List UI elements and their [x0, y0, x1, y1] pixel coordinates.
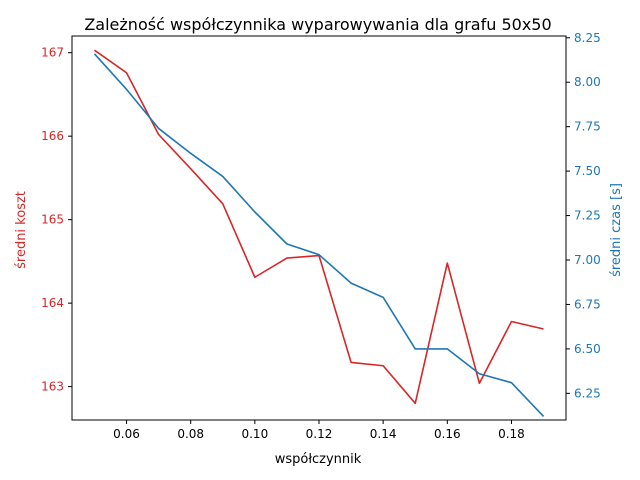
right-tick-label: 8.25 — [574, 31, 601, 45]
left-tick-label: 164 — [41, 296, 64, 310]
series-layer — [93, 49, 545, 417]
right-y-axis-label: średni czas [s] — [609, 183, 624, 277]
x-tick-label: 0.18 — [498, 427, 525, 441]
right-tick-label: 7.00 — [574, 253, 601, 267]
right-tick-label: 6.25 — [574, 386, 601, 400]
x-tick-label: 0.10 — [241, 427, 268, 441]
cost-series-line — [93, 49, 544, 405]
left-y-axis-label: średni koszt — [14, 191, 29, 269]
x-tick-label: 0.06 — [113, 427, 140, 441]
x-tick-label: 0.12 — [306, 427, 333, 441]
x-tick-label: 0.08 — [177, 427, 204, 441]
right-tick-label: 6.50 — [574, 342, 601, 356]
chart-title: Zależność współczynnika wyparowywania dl… — [84, 15, 551, 34]
right-tick-label: 7.50 — [574, 164, 601, 178]
x-axis: 0.06 0.08 0.10 0.12 0.14 0.16 0.18 — [113, 420, 525, 441]
right-y-axis: 6.25 6.50 6.75 7.00 7.25 7.50 7.75 8.00 8.25 — [566, 31, 601, 400]
left-tick-label: 163 — [41, 380, 64, 394]
plot-area — [71, 35, 567, 421]
x-tick-label: 0.16 — [434, 427, 461, 441]
x-tick-label: 0.14 — [370, 427, 397, 441]
left-tick-label: 166 — [41, 129, 64, 143]
left-tick-label: 167 — [41, 46, 64, 60]
right-tick-label: 7.25 — [574, 209, 601, 223]
time-series-line — [93, 53, 545, 417]
right-tick-label: 6.75 — [574, 297, 601, 311]
right-tick-label: 7.75 — [574, 120, 601, 134]
left-y-axis: 163 164 165 166 167 — [41, 46, 72, 394]
right-tick-label: 8.00 — [574, 75, 601, 89]
left-tick-label: 165 — [41, 213, 64, 227]
x-axis-label: współczynnik — [275, 452, 362, 467]
plot-frame — [71, 35, 567, 421]
